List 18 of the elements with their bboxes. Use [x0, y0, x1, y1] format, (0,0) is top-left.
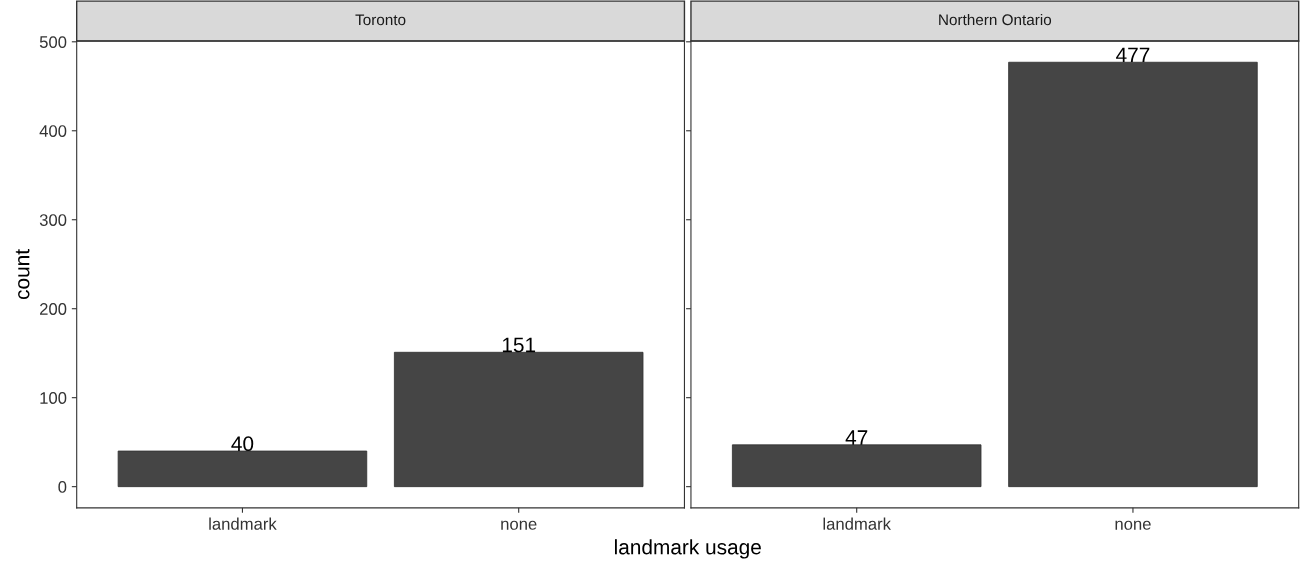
data-label: 40 — [231, 436, 254, 452]
x-tick-label: none — [1115, 520, 1151, 530]
chart-title: Toronto — [355, 14, 406, 26]
y-axis-title: count — [15, 249, 30, 300]
y-tick-label: 0 — [58, 481, 67, 493]
x-tick-label: none — [501, 520, 537, 530]
y-tick-label: 100 — [40, 392, 67, 404]
x-tick-label: landmark — [209, 517, 277, 530]
y-tick-label: 400 — [39, 125, 67, 137]
data-label: 151 — [502, 337, 536, 353]
chart-title: Northern Ontario — [939, 13, 1052, 26]
data-label: 47 — [845, 430, 868, 445]
y-tick-label: 500 — [39, 36, 67, 48]
y-tick-label: 300 — [39, 214, 67, 226]
data-label: 477 — [1116, 47, 1150, 63]
x-tick-label: landmark — [823, 517, 891, 530]
x-axis-title: landmark usage — [614, 539, 761, 559]
y-tick-label: 200 — [40, 303, 67, 315]
